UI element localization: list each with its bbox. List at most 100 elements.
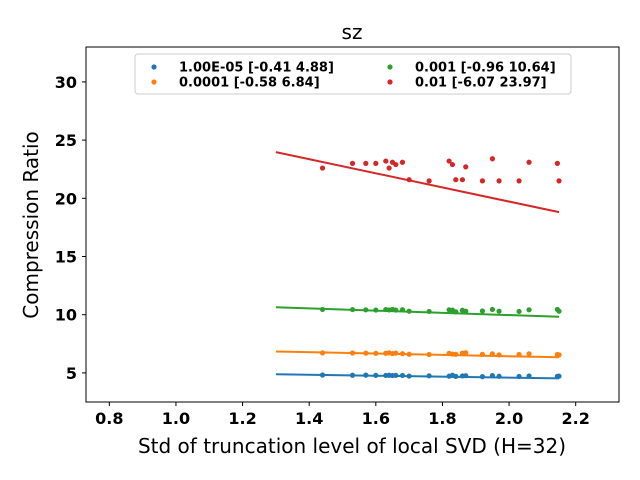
data-point (319, 165, 326, 171)
data-point (463, 308, 469, 314)
x-tick-label: 2.2 (562, 409, 590, 428)
data-point (349, 350, 356, 356)
data-point (363, 307, 369, 313)
data-point (386, 165, 392, 171)
data-point (426, 308, 432, 315)
data-point (399, 307, 406, 313)
x-tick-label: 1.0 (162, 409, 190, 428)
x-axis-title: Std of truncation level of local SVD (H=… (138, 434, 566, 458)
data-point (406, 373, 412, 379)
legend-label: 1.00E-05 [-0.41 4.88] (179, 61, 334, 76)
y-axis-title: Compression Ratio (19, 131, 43, 318)
data-point (373, 372, 379, 378)
data-point (496, 178, 502, 184)
data-point (463, 350, 469, 356)
y-axis: 5 10 15 20 25 30 (55, 73, 86, 383)
data-point (479, 351, 486, 357)
data-point (319, 372, 326, 378)
legend-marker (151, 79, 157, 85)
data-point (446, 158, 452, 164)
data-point (349, 372, 356, 378)
series-2 (275, 306, 562, 318)
data-point (363, 372, 369, 378)
data-point (463, 164, 469, 170)
data-point (496, 373, 502, 379)
data-point (399, 351, 406, 357)
x-tick-label: 0.8 (95, 409, 123, 428)
data-point (556, 308, 562, 314)
data-point (554, 160, 560, 166)
legend-label: 0.001 [-0.96 10.64] (415, 61, 556, 76)
data-point (516, 178, 522, 184)
data-point (363, 350, 369, 356)
data-point (393, 372, 399, 378)
data-point (453, 351, 459, 357)
legend-label: 0.01 [-6.07 23.97] (415, 76, 547, 91)
data-point (516, 351, 522, 358)
data-point (489, 306, 496, 313)
data-point (383, 158, 389, 164)
data-point (479, 374, 486, 380)
data-point (393, 350, 399, 356)
data-point (319, 350, 326, 356)
y-tick-label: 5 (66, 364, 77, 383)
x-tick-label: 1.6 (362, 409, 390, 428)
x-axis: 0.8 1.0 1.2 1.4 1.6 1.8 2.0 2.2 (95, 402, 590, 428)
x-tick-label: 1.8 (428, 409, 456, 428)
legend: 1.00E-05 [-0.41 4.88]0.0001 [-0.58 6.84]… (134, 53, 572, 95)
data-point (489, 372, 496, 379)
data-point (453, 177, 459, 183)
y-tick-label: 30 (55, 73, 77, 92)
series-0 (275, 372, 562, 380)
data-point (393, 161, 399, 168)
data-point (489, 351, 496, 357)
series-1 (275, 350, 562, 359)
plot-frame (85, 46, 620, 403)
legend-marker (387, 64, 393, 70)
legend-label: 0.0001 [-0.58 6.84] (179, 76, 320, 91)
data-point (399, 372, 406, 379)
data-point (393, 307, 399, 313)
data-point (479, 178, 486, 184)
data-point (496, 308, 502, 314)
data-point (556, 352, 562, 358)
data-point (406, 308, 412, 314)
data-point (426, 373, 432, 379)
data-point (426, 351, 432, 358)
data-point (363, 160, 369, 166)
data-point (453, 309, 459, 315)
data-point (406, 351, 412, 357)
data-point (373, 160, 379, 166)
x-tick-label: 1.2 (228, 409, 256, 428)
data-point (459, 177, 466, 183)
data-point (463, 373, 469, 379)
data-point (349, 160, 356, 166)
y-tick-label: 10 (55, 306, 77, 325)
series-3 (275, 151, 562, 214)
data-point (489, 156, 496, 162)
x-tick-label: 1.4 (295, 409, 323, 428)
data-point (556, 178, 562, 184)
data-point (526, 351, 532, 357)
data-point (526, 307, 532, 313)
data-point (453, 373, 459, 379)
data-point (516, 373, 522, 380)
data-point (526, 159, 532, 165)
data-point (449, 161, 456, 168)
data-point (479, 308, 486, 314)
data-point (426, 178, 432, 184)
y-tick-label: 20 (55, 189, 77, 208)
data-point (496, 352, 502, 358)
data-point (373, 350, 379, 356)
x-tick-label: 2.0 (495, 409, 523, 428)
data-point (373, 307, 379, 313)
data-point (349, 306, 356, 313)
chart-title: sz (342, 20, 363, 44)
data-point (556, 373, 562, 379)
y-tick-label: 15 (55, 248, 77, 267)
y-tick-label: 25 (55, 131, 77, 150)
legend-marker (151, 64, 157, 70)
fit-line (275, 151, 560, 214)
data-point (406, 177, 412, 183)
